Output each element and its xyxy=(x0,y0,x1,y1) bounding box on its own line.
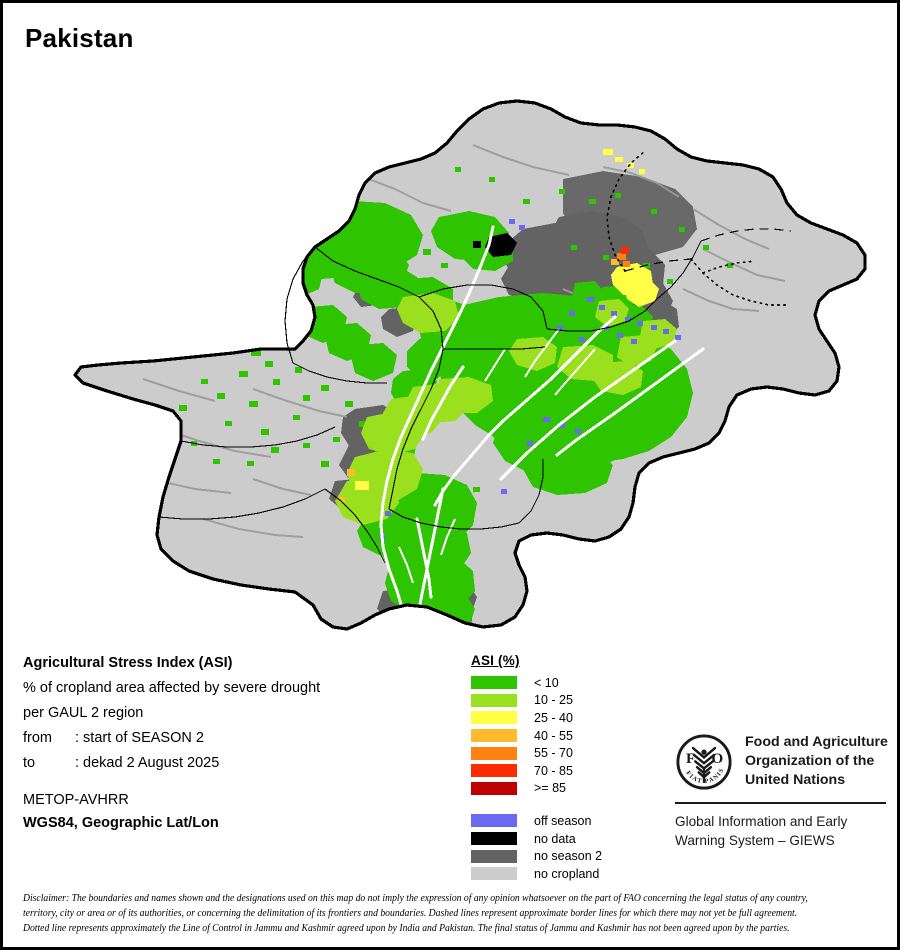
fao-block: F O FIAT PANIS Food and Agriculture Orga… xyxy=(675,733,890,851)
legend-title: ASI (%) xyxy=(471,653,520,668)
sensor-label: METOP-AVHRR xyxy=(23,792,129,808)
legend-swatch-no-cropland xyxy=(471,867,517,881)
asi-class-25-40-areas xyxy=(355,149,659,490)
giews-name: Global Information and Early Warning Sys… xyxy=(675,813,890,851)
legend-label-lt10: < 10 xyxy=(534,675,559,690)
projection-label: WGS84, Geographic Lat/Lon xyxy=(23,815,219,831)
fao-logo-icon: F O FIAT PANIS xyxy=(676,734,732,790)
period-from-key: from xyxy=(23,730,52,746)
page-title: Pakistan xyxy=(25,23,134,53)
period-from: from : start of SEASON 2 xyxy=(23,730,453,746)
dashed-border xyxy=(624,228,792,272)
line-of-control xyxy=(606,150,788,306)
river-tributaries xyxy=(398,328,596,584)
asi-class-55-70-areas xyxy=(617,253,630,267)
legend: ASI (%) < 10 10 - 25 25 - 40 40 - 55 55 … xyxy=(471,653,681,883)
period-to-value: : dekad 2 August 2025 xyxy=(75,755,220,771)
legend-item-no-season-2[interactable]: no season 2 xyxy=(471,847,681,865)
info-subtitle-2: per GAUL 2 region xyxy=(23,705,144,721)
giews-line-1: Global Information and Early xyxy=(675,814,848,829)
legend-item-10-25[interactable]: 10 - 25 xyxy=(471,692,681,710)
legend-label-10-25: 10 - 25 xyxy=(534,693,573,708)
legend-item-40-55[interactable]: 40 - 55 xyxy=(471,727,681,745)
fao-divider xyxy=(675,802,886,804)
legend-label-25-40: 25 - 40 xyxy=(534,710,573,725)
info-spacer xyxy=(23,780,453,792)
legend-swatch-no-season-2 xyxy=(471,849,517,863)
legend-item-no-data[interactable]: no data xyxy=(471,830,681,848)
legend-label-no-data: no data xyxy=(534,831,576,846)
svg-text:F: F xyxy=(686,751,695,767)
legend-item-gte85[interactable]: >= 85 xyxy=(471,780,681,798)
legend-swatch-40-55 xyxy=(471,729,517,743)
legend-label-no-season-2: no season 2 xyxy=(534,849,603,864)
map-canvas xyxy=(3,49,897,649)
period-to: to : dekad 2 August 2025 xyxy=(23,755,453,771)
info-subtitle-1: % of cropland area affected by severe dr… xyxy=(23,680,321,696)
national-border xyxy=(73,99,867,631)
disclaimer-text: Disclaimer: The boundaries and names sho… xyxy=(23,893,808,934)
legend-item-25-40[interactable]: 25 - 40 xyxy=(471,709,681,727)
asi-class-40-55-areas xyxy=(339,259,619,502)
asi-speckle-green xyxy=(179,167,733,614)
legend-label-no-cropland: no cropland xyxy=(534,866,600,881)
province-boundaries xyxy=(158,240,702,564)
fao-org-line-3: United Nations xyxy=(745,771,846,788)
giews-line-2: Warning System – GIEWS xyxy=(675,832,835,848)
legend-label-gte85: >= 85 xyxy=(534,781,566,796)
legend-swatch-10-25 xyxy=(471,693,517,707)
svg-text:O: O xyxy=(711,751,723,767)
legend-swatch-no-data xyxy=(471,832,517,846)
legend-item-no-cropland[interactable]: no cropland xyxy=(471,865,681,883)
legend-item-55-70[interactable]: 55 - 70 xyxy=(471,744,681,762)
asi-class-70-85-areas xyxy=(621,247,629,254)
legend-swatch-70-85 xyxy=(471,764,517,778)
period-from-value: : start of SEASON 2 xyxy=(75,730,204,746)
info-block: Agricultural Stress Index (ASI) % of cro… xyxy=(23,655,453,838)
legend-item-lt10[interactable]: < 10 xyxy=(471,674,681,692)
legend-swatch-gte85 xyxy=(471,781,517,795)
legend-swatch-55-70 xyxy=(471,746,517,760)
legend-label-40-55: 40 - 55 xyxy=(534,728,573,743)
legend-swatch-lt10 xyxy=(471,676,517,690)
legend-label-55-70: 55 - 70 xyxy=(534,746,573,761)
legend-swatch-off-season xyxy=(471,814,517,828)
legend-label-off-season: off season xyxy=(534,813,592,828)
info-heading: Agricultural Stress Index (ASI) xyxy=(23,655,233,671)
legend-gap xyxy=(471,797,681,812)
no-data-areas xyxy=(473,233,517,257)
legend-label-70-85: 70 - 85 xyxy=(534,763,573,778)
fao-org-line-1: Food and Agriculture xyxy=(745,734,888,750)
period-to-key: to xyxy=(23,755,36,771)
fao-org-line-2: Organization of the xyxy=(745,752,875,769)
fao-org-name: Food and Agriculture Organization of the… xyxy=(745,733,888,790)
legend-item-off-season[interactable]: off season xyxy=(471,812,681,830)
legend-swatch-25-40 xyxy=(471,711,517,725)
legend-item-70-85[interactable]: 70 - 85 xyxy=(471,762,681,780)
